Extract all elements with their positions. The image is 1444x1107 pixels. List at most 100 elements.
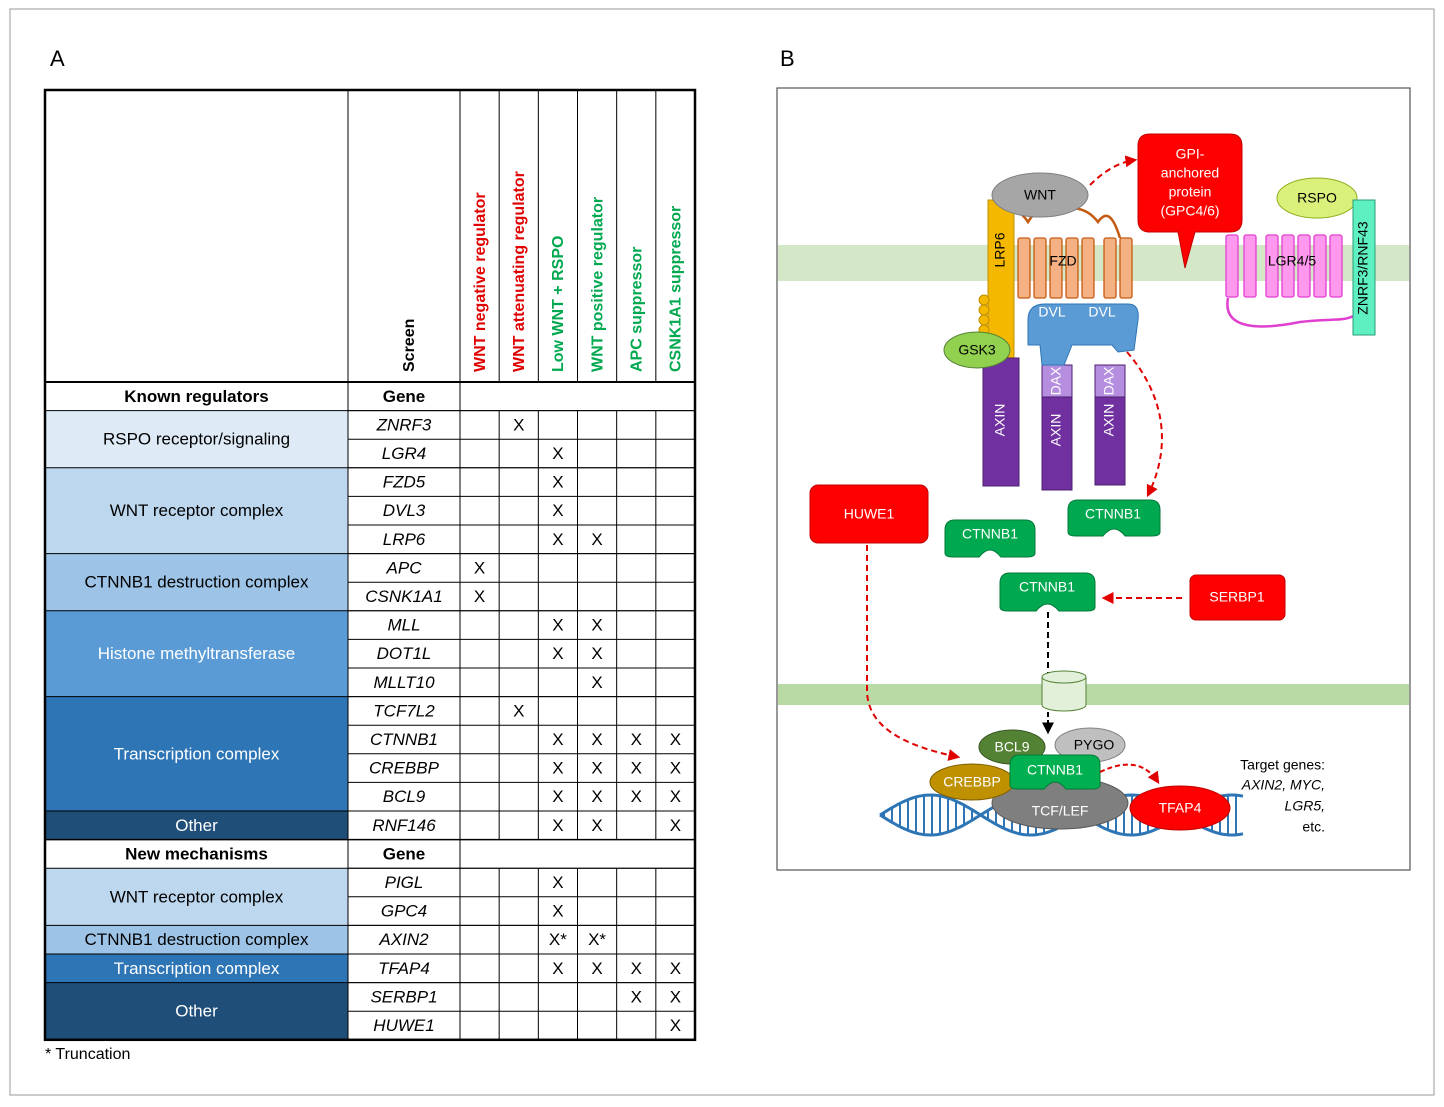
screen-hit: X — [552, 759, 563, 778]
gene-name: LRP6 — [383, 530, 426, 549]
rspo — [1276, 177, 1358, 219]
ctnnb1-label: CTNNB1 — [1027, 762, 1083, 778]
axin — [982, 357, 1020, 487]
group-cell — [45, 696, 348, 811]
gsk3-label: GSK3 — [958, 342, 996, 358]
group-name: Transcription complex — [114, 744, 280, 763]
screen-hit: X — [552, 501, 563, 520]
panel-label: A — [50, 46, 65, 71]
group-name: CTNNB1 destruction complex — [85, 930, 309, 949]
column-header: APC suppressor — [628, 247, 645, 372]
screen-hit: X — [631, 959, 642, 978]
group-cell — [45, 982, 348, 1040]
gene-name: GPC4 — [381, 902, 427, 921]
nuclear-pore — [1041, 677, 1087, 712]
dax — [1094, 364, 1126, 398]
screen-hit: X — [591, 959, 602, 978]
gpi-label: anchored — [1161, 165, 1219, 181]
gpi-label: GPI- — [1176, 146, 1205, 162]
lgr-helices — [1225, 234, 1343, 298]
screen-header: Screen — [401, 319, 418, 372]
group-cell — [45, 811, 348, 840]
gene-name: HUWE1 — [373, 1016, 434, 1035]
screen-hit: X — [670, 987, 681, 1006]
arrow — [1099, 763, 1160, 785]
group-cell — [45, 410, 348, 468]
dax-label: DAX — [1048, 366, 1064, 395]
tcf-label: TCF/LEF — [1032, 803, 1089, 819]
target-genes: etc. — [1302, 819, 1325, 835]
ctnnb1 — [1067, 499, 1161, 537]
screen-hit: X — [631, 730, 642, 749]
screen-hit: X — [591, 730, 602, 749]
group-name: Transcription complex — [114, 959, 280, 978]
znrf3 — [1352, 199, 1376, 336]
wnt — [991, 172, 1089, 218]
column-header: Low WNT + RSPO — [550, 236, 567, 372]
group-cell — [45, 925, 348, 954]
screen-hit: X — [631, 787, 642, 806]
screen-hit: X — [513, 415, 524, 434]
section-title: Known regulators — [124, 387, 269, 406]
arrow — [866, 545, 961, 761]
gene-name: CSNK1A1 — [365, 587, 442, 606]
ctnnb1-label: CTNNB1 — [1085, 506, 1141, 522]
axin-label: AXIN — [1101, 404, 1117, 437]
bcl9-label: BCL9 — [994, 739, 1029, 755]
screen-hit: X — [552, 473, 563, 492]
screen-hit: X* — [588, 930, 606, 949]
ctnnb1-label: CTNNB1 — [962, 526, 1018, 542]
huwe1-label: HUWE1 — [844, 506, 895, 522]
column-header: CSNK1A1 suppressor — [668, 206, 685, 372]
panel-label: B — [780, 46, 795, 71]
figure-frame — [9, 8, 1435, 1096]
gpi-protein — [1137, 133, 1243, 269]
axin-label: AXIN — [992, 404, 1008, 437]
screen-hit: X — [670, 959, 681, 978]
group-name: WNT receptor complex — [110, 887, 284, 906]
gene-name: AXIN2 — [378, 930, 429, 949]
fzd-label: FZD — [1049, 253, 1076, 269]
target-genes: Target genes: — [1240, 757, 1325, 773]
screen-hit: X — [474, 558, 485, 577]
screen-hit: X — [591, 673, 602, 692]
screen-hit: X — [591, 759, 602, 778]
znrf3-label: ZNRF3/RNF43 — [1355, 221, 1371, 315]
serbp1 — [1189, 574, 1286, 621]
footnote: * Truncation — [45, 1046, 130, 1063]
gsk3 — [943, 331, 1011, 369]
pathway-diagram: FZD LRP6 WNT GPI- anchored protein (GPC4… — [776, 87, 1411, 871]
tfap4-label: TFAP4 — [1159, 800, 1202, 816]
gene-name: ZNRF3 — [376, 415, 432, 434]
screen-hit: X — [631, 759, 642, 778]
column-header: WNT positive regulator — [589, 197, 606, 372]
axin-label: AXIN — [1048, 414, 1064, 447]
screen-hit: X — [552, 902, 563, 921]
screen-hit: X — [631, 987, 642, 1006]
dax-label: DAX — [1101, 366, 1117, 395]
screen-hit: X — [670, 759, 681, 778]
ctnnb1-shapes — [944, 499, 1161, 612]
rspo-label: RSPO — [1297, 190, 1337, 206]
table-border — [43, 88, 697, 1042]
screen-hit: X — [591, 644, 602, 663]
target-genes: AXIN2, MYC, — [1241, 777, 1325, 793]
group-name: Histone methyltransferase — [98, 644, 295, 663]
gene-name: LGR4 — [382, 444, 426, 463]
screen-hit: X — [591, 616, 602, 635]
serbp1-label: SERBP1 — [1209, 589, 1264, 605]
lrp6-label: LRP6 — [992, 232, 1008, 267]
dvl-label: DVL — [1088, 304, 1115, 320]
screen-hit: X — [670, 787, 681, 806]
tfap4 — [1129, 785, 1231, 831]
wnt-label: WNT — [1024, 187, 1056, 203]
huwe1 — [809, 484, 929, 544]
group-name: Other — [175, 816, 218, 835]
screen-hit: X — [552, 730, 563, 749]
target-genes: LGR5, — [1285, 798, 1325, 814]
gene-name: MLLT10 — [373, 673, 435, 692]
gene-header: Gene — [383, 387, 426, 406]
group-cell — [45, 553, 348, 611]
arrow — [1126, 351, 1163, 498]
fzd-helices — [1017, 237, 1133, 299]
